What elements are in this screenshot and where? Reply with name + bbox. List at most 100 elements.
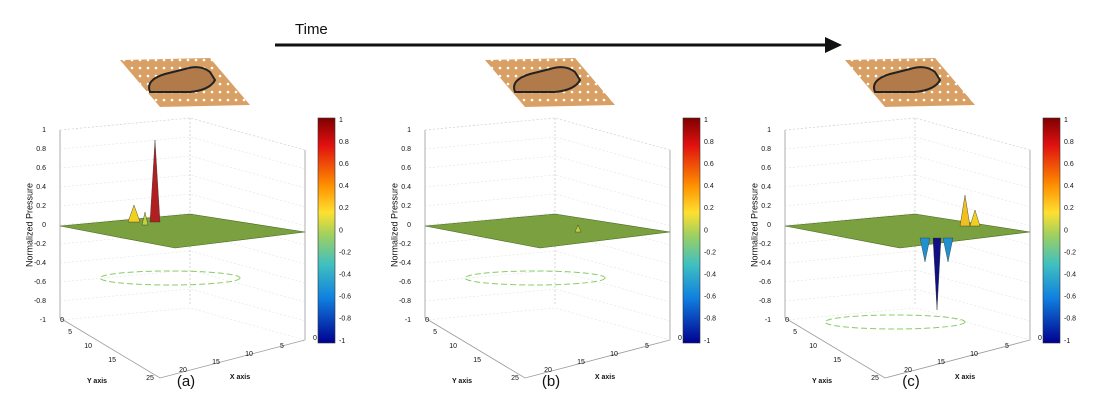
colorbar-tick-label: 0.8 xyxy=(1064,139,1074,146)
surface xyxy=(784,213,1031,249)
grid-line xyxy=(784,136,1031,170)
grid-line xyxy=(59,117,306,151)
x-tick-label: 10 xyxy=(970,351,978,358)
grid-line xyxy=(424,174,671,208)
x-tick-label: 25 xyxy=(146,375,154,382)
y-tick-label: 5 xyxy=(68,329,72,336)
z-tick-label: -0.2 xyxy=(759,241,771,248)
z-tick-label: 0.8 xyxy=(761,146,771,153)
colorbar-tick-label: -1 xyxy=(339,338,345,345)
colorbar-tick-label: -1 xyxy=(704,338,710,345)
contour xyxy=(464,270,606,286)
colorbar-tick-label: -1 xyxy=(1064,338,1070,345)
shoe xyxy=(873,66,942,93)
back-wall xyxy=(424,117,671,151)
y-tick-label: 10 xyxy=(449,343,457,350)
grid-line xyxy=(424,288,671,322)
x-axis-label: X axis xyxy=(595,374,615,381)
z-tick-label: -1 xyxy=(405,317,411,324)
x-axis-label: X axis xyxy=(230,374,250,381)
colorbar-tick-label: 1 xyxy=(704,117,708,124)
z-tick-label: -0.8 xyxy=(399,298,411,305)
y-tick-label: 0 xyxy=(425,317,429,324)
x-tick-label: 5 xyxy=(645,343,649,350)
z-axis-label: Normalized Pressure xyxy=(749,183,759,267)
y-tick-label: 10 xyxy=(84,343,92,350)
colorbar-tick-label: -0.8 xyxy=(704,316,716,323)
z-tick-label: -0.4 xyxy=(759,260,771,267)
axis-box xyxy=(424,130,671,379)
colorbar-tick-label: 0.2 xyxy=(1064,205,1074,212)
z-tick-label: 0.6 xyxy=(761,165,771,172)
spike xyxy=(127,204,141,223)
x-tick-label: 15 xyxy=(577,359,585,366)
y-axis-label: Y axis xyxy=(87,378,107,385)
grid-line xyxy=(784,250,1031,284)
colorbar-tick-label: 0.6 xyxy=(339,161,349,168)
z-tick-label: -0.4 xyxy=(34,260,46,267)
grid-line xyxy=(424,117,671,151)
grid-line xyxy=(424,269,671,303)
y-tick-label: 10 xyxy=(809,343,817,350)
y-tick-label: 5 xyxy=(793,329,797,336)
colorbar-tick-label: 0.6 xyxy=(1064,161,1074,168)
grid-line xyxy=(59,174,306,208)
colorbar-tick-label: -0.6 xyxy=(339,294,351,301)
colorbar-tick-label: 0.2 xyxy=(704,205,714,212)
spike xyxy=(959,194,971,227)
z-tick-label: 1 xyxy=(407,127,411,134)
z-tick-label: 0.2 xyxy=(401,203,411,210)
x-tick-label: 0 xyxy=(678,335,682,342)
y-tick-label: 0 xyxy=(785,317,789,324)
z-tick-label: 0 xyxy=(42,222,46,229)
z-tick-label: 0 xyxy=(407,222,411,229)
time-label: Time xyxy=(295,21,328,38)
y-tick-label: 15 xyxy=(473,357,481,364)
grid-line xyxy=(784,155,1031,189)
contour xyxy=(824,314,966,330)
colorbar-tick-label: 0 xyxy=(1064,227,1068,234)
caption: (b) xyxy=(542,373,560,390)
z-tick-label: -0.6 xyxy=(34,279,46,286)
colorbar-tick-label: -0.8 xyxy=(339,316,351,323)
grid-line xyxy=(59,288,306,322)
back-wall xyxy=(784,117,1031,151)
colorbar-tick-label: 0.4 xyxy=(704,183,714,190)
x-tick-label: 20 xyxy=(904,367,912,374)
z-tick-label: 0.2 xyxy=(761,203,771,210)
caption: (c) xyxy=(902,373,920,390)
x-tick-label: 0 xyxy=(1038,335,1042,342)
axis-box xyxy=(59,130,306,379)
grid-line xyxy=(784,117,1031,151)
colorbar-tick-label: 0.4 xyxy=(1064,183,1074,190)
colorbar-tick-label: -0.6 xyxy=(704,294,716,301)
x-tick-label: 15 xyxy=(212,359,220,366)
grid-line xyxy=(784,288,1031,322)
spike xyxy=(141,211,149,226)
z-tick-label: 0 xyxy=(767,222,771,229)
colorbar-tick-label: -0.2 xyxy=(339,249,351,256)
x-tick-label: 5 xyxy=(280,343,284,350)
grid-line xyxy=(784,307,1031,341)
arrow-head xyxy=(825,37,842,53)
colorbar-tick-label: 0 xyxy=(704,227,708,234)
grid-line xyxy=(59,269,306,303)
grid-line xyxy=(424,307,671,341)
spike xyxy=(932,237,942,311)
x-tick-label: 5 xyxy=(1005,343,1009,350)
grid-line xyxy=(59,136,306,170)
x-tick-label: 20 xyxy=(544,367,552,374)
grid-line xyxy=(784,174,1031,208)
y-tick-label: 0 xyxy=(60,317,64,324)
colorbar-tick-label: 1 xyxy=(1064,117,1068,124)
colorbar-tick-label: -0.4 xyxy=(1064,272,1076,279)
y-tick-label: 15 xyxy=(108,357,116,364)
shoe xyxy=(513,66,582,93)
z-tick-label: 0.6 xyxy=(401,165,411,172)
spike xyxy=(574,224,582,233)
z-tick-label: -0.2 xyxy=(399,241,411,248)
colorbar xyxy=(682,117,701,344)
colorbar-tick-label: -0.6 xyxy=(1064,294,1076,301)
colorbar-tick-label: -0.2 xyxy=(1064,249,1076,256)
